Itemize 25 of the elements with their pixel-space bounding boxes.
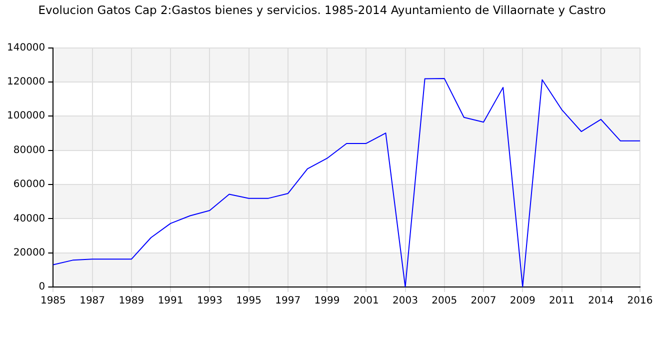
y-tick-label: 20000 [13, 247, 46, 258]
y-tick-label: 40000 [13, 213, 46, 224]
x-tick-label: 1997 [275, 296, 301, 307]
x-tick-label: 2001 [353, 296, 379, 307]
chart-title: Evolucion Gatos Cap 2:Gastos bienes y servicios. 1985-2014 Ayuntamiento de Villaornate y Castro [38, 2, 606, 17]
x-tick-label: 2005 [432, 296, 458, 307]
x-tick-label: 1989 [118, 296, 144, 307]
x-tick-label: 2003 [392, 296, 418, 307]
x-tick-label: 2009 [510, 296, 536, 307]
x-tick-label: 1993 [196, 296, 222, 307]
y-tick-label: 120000 [6, 76, 46, 88]
y-tick-label: 60000 [13, 179, 46, 190]
x-tick-label: 1987 [80, 296, 106, 307]
x-tick-label: 2016 [627, 296, 653, 307]
x-tick-label: 2014 [588, 296, 614, 307]
x-tick-label: 2007 [470, 296, 496, 307]
x-tick-label: 1991 [158, 296, 184, 307]
x-tick-label: 1999 [314, 296, 340, 307]
x-tick-label: 2011 [549, 296, 574, 307]
x-tick-label: 1985 [40, 296, 66, 307]
y-tick-label: 100000 [6, 110, 46, 122]
x-tick-label: 1995 [236, 296, 262, 307]
y-tick-label: 0 [38, 282, 46, 293]
y-tick-label: 80000 [13, 144, 46, 156]
y-tick-label: 140000 [6, 42, 46, 54]
